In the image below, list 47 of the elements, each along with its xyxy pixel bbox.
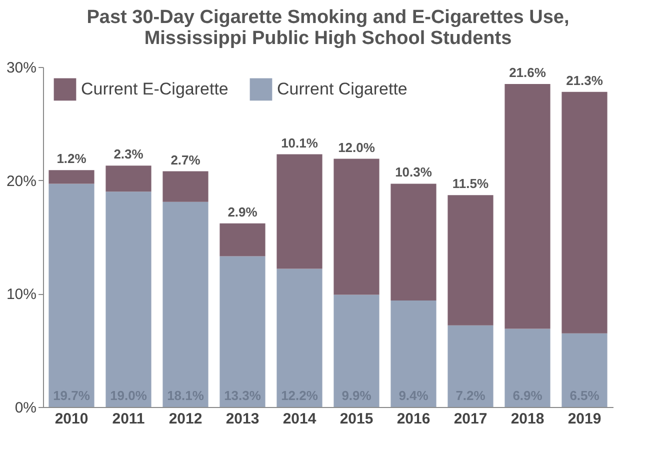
bar bbox=[562, 92, 608, 334]
x-tick-label: 2018 bbox=[510, 410, 544, 428]
x-tick-label: 2016 bbox=[396, 410, 430, 428]
data-label: 21.3% bbox=[566, 72, 604, 88]
bar bbox=[562, 333, 608, 407]
x-tick-label: 2010 bbox=[54, 410, 88, 428]
legend-label: Current Cigarette bbox=[277, 79, 408, 98]
bar bbox=[448, 195, 494, 326]
chart-title: Past 30-Day Cigarette Smoking and E-Cigarettes Use, Mississippi Public High School Students bbox=[86, 7, 570, 49]
bar bbox=[276, 154, 322, 269]
bar bbox=[334, 158, 380, 295]
bar bbox=[220, 256, 266, 407]
bar bbox=[504, 328, 550, 407]
bar bbox=[390, 300, 436, 407]
data-label: 1.2% bbox=[56, 151, 87, 166]
x-tick-label: 2019 bbox=[568, 410, 602, 428]
bar bbox=[48, 170, 94, 184]
x-tick-label: 2015 bbox=[340, 410, 374, 428]
x-tick-label: 2014 bbox=[282, 410, 317, 428]
x-tick-label: 2012 bbox=[168, 410, 202, 428]
y-tick-label: 20% bbox=[6, 172, 36, 190]
data-label: 11.5% bbox=[452, 176, 490, 192]
data-label: 2.9% bbox=[228, 204, 258, 220]
bar bbox=[48, 184, 94, 407]
data-label: 10.1% bbox=[281, 135, 318, 150]
bar bbox=[162, 202, 208, 407]
data-label: 2.7% bbox=[170, 152, 201, 168]
data-label: 21.6% bbox=[509, 65, 546, 80]
data-label: 10.3% bbox=[395, 164, 432, 180]
x-tick-label: 2011 bbox=[112, 410, 145, 428]
y-tick-label: 0% bbox=[14, 400, 36, 416]
bar bbox=[162, 171, 208, 202]
bar bbox=[504, 84, 550, 329]
legend-label: Current E-Cigarette bbox=[81, 79, 228, 98]
y-tick-label: 30% bbox=[6, 60, 36, 76]
bar bbox=[106, 192, 152, 407]
bar bbox=[106, 166, 152, 192]
data-label: 12.0% bbox=[338, 140, 376, 155]
bar bbox=[220, 223, 266, 256]
x-tick-label: 2013 bbox=[226, 410, 260, 428]
bar bbox=[390, 184, 436, 300]
data-label: 2.3% bbox=[114, 146, 144, 162]
x-tick-label: 2017 bbox=[454, 410, 488, 428]
bar bbox=[276, 268, 322, 407]
bar bbox=[448, 325, 494, 407]
bar bbox=[334, 294, 380, 407]
y-tick-label: 10% bbox=[6, 286, 36, 304]
